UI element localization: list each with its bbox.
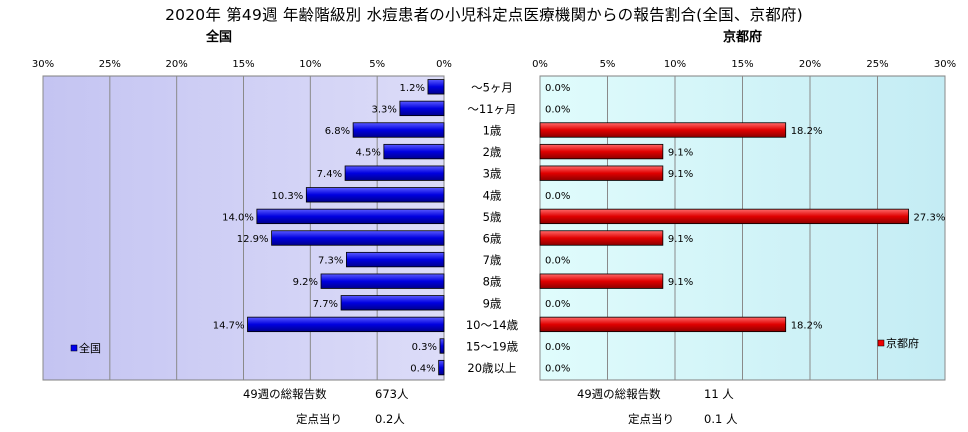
- kyoto-value-label: 0.0%: [545, 299, 570, 310]
- left-x-tick-label: 5%: [369, 59, 385, 70]
- nation-bar: [305, 187, 445, 203]
- nation-value-label: 0.4%: [410, 364, 435, 375]
- nation-total-reports-value: 673人: [375, 387, 409, 401]
- nation-bar: [247, 316, 445, 333]
- age-category-label: 1歳: [483, 124, 502, 138]
- nation-bar: [383, 143, 445, 160]
- kyoto-legend-label: 京都府: [886, 336, 919, 350]
- right-x-tick-label: 15%: [731, 59, 753, 70]
- nation-bar: [346, 251, 445, 268]
- kyoto-total-reports-value: 11 人: [704, 387, 734, 401]
- kyoto-value-label: 9.1%: [668, 234, 693, 245]
- nation-bar: [399, 100, 445, 117]
- age-category-label: 2歳: [483, 145, 502, 159]
- nation-value-label: 1.2%: [400, 83, 425, 94]
- age-category-label: 5歳: [483, 210, 502, 224]
- kyoto-value-label: 0.0%: [545, 364, 570, 375]
- age-category-label: ～11ヶ月: [467, 102, 516, 116]
- nation-per-sentinel-value: 0.2人: [375, 412, 405, 426]
- right-x-tick-label: 30%: [934, 59, 956, 70]
- kyoto-value-label: 27.3%: [914, 212, 946, 223]
- left-x-tick-label: 15%: [232, 59, 254, 70]
- age-category-label: 6歳: [483, 232, 502, 246]
- kyoto-bar: [539, 230, 664, 246]
- nation-value-label: 14.0%: [222, 212, 254, 223]
- right-x-tick-label: 0%: [532, 59, 548, 70]
- left-x-tick-label: 10%: [299, 59, 321, 70]
- nation-value-label: 7.7%: [313, 299, 338, 310]
- nation-value-label: 7.4%: [317, 169, 342, 180]
- kyoto-value-label: 18.2%: [791, 320, 823, 331]
- kyoto-bar: [539, 208, 909, 225]
- kyoto-bar: [539, 143, 664, 160]
- nation-bar: [427, 79, 445, 95]
- age-category-label: 8歳: [483, 275, 502, 289]
- kyoto-total-reports-label: 49週の総報告数: [577, 387, 661, 401]
- nation-value-label: 10.3%: [272, 191, 304, 202]
- right-x-tick-label: 20%: [799, 59, 821, 70]
- left-x-tick-label: 30%: [32, 59, 54, 70]
- kyoto-value-label: 9.1%: [668, 148, 693, 159]
- right-x-tick-label: 10%: [664, 59, 686, 70]
- nation-bar: [438, 359, 445, 376]
- kyoto-bar: [539, 122, 787, 138]
- nation-bar: [340, 295, 445, 311]
- kyoto-value-label: 18.2%: [791, 126, 823, 137]
- nation-per-sentinel-label: 定点当り: [296, 412, 342, 426]
- kyoto-value-label: 0.0%: [545, 256, 570, 267]
- nation-value-label: 0.3%: [412, 342, 437, 353]
- kyoto-per-sentinel-value: 0.1 人: [704, 412, 738, 426]
- nation-legend-swatch: [70, 344, 78, 352]
- nation-value-label: 3.3%: [371, 104, 396, 115]
- nation-total-reports-label: 49週の総報告数: [243, 387, 327, 401]
- nation-value-label: 14.7%: [213, 320, 245, 331]
- age-category-label: 9歳: [483, 296, 502, 310]
- nation-bar: [344, 165, 445, 181]
- kyoto-value-label: 0.0%: [545, 191, 570, 202]
- nation-value-label: 4.5%: [355, 148, 380, 159]
- age-category-label: 20歳以上: [467, 361, 516, 375]
- nation-value-label: 6.8%: [325, 126, 350, 137]
- age-category-label: ～5ヶ月: [471, 80, 513, 94]
- nation-value-label: 7.3%: [318, 256, 343, 267]
- left-chart-subtitle: 全国: [206, 30, 233, 45]
- age-category-label: 7歳: [483, 253, 502, 267]
- kyoto-bar: [539, 273, 664, 289]
- kyoto-bar: [539, 165, 664, 181]
- left-x-tick-label: 25%: [99, 59, 121, 70]
- kyoto-value-label: 0.0%: [545, 342, 570, 353]
- chart-title: 2020年 第49週 年齢階級別 水痘患者の小児科定点医療機関からの報告割合(全…: [165, 6, 803, 24]
- kyoto-value-label: 9.1%: [668, 169, 693, 180]
- kyoto-value-label: 0.0%: [545, 104, 570, 115]
- nation-bar: [256, 208, 445, 225]
- nation-value-label: 9.2%: [293, 277, 318, 288]
- age-category-label: 15～19歳: [466, 340, 519, 354]
- left-x-tick-label: 0%: [436, 59, 452, 70]
- nation-bar: [352, 122, 445, 138]
- kyoto-value-label: 9.1%: [668, 277, 693, 288]
- age-category-label: 10～14歳: [466, 318, 519, 332]
- kyoto-legend-swatch: [877, 339, 885, 347]
- age-category-label: 4歳: [483, 188, 502, 202]
- right-x-tick-label: 25%: [866, 59, 888, 70]
- right-x-tick-label: 5%: [600, 59, 616, 70]
- left-x-tick-label: 20%: [166, 59, 188, 70]
- age-category-label: 3歳: [483, 167, 502, 181]
- kyoto-per-sentinel-label: 定点当り: [628, 412, 674, 426]
- right-chart-subtitle: 京都府: [723, 30, 763, 45]
- nation-value-label: 12.9%: [237, 234, 269, 245]
- kyoto-value-label: 0.0%: [545, 83, 570, 94]
- kyoto-bar: [539, 316, 787, 333]
- nation-legend-label: 全国: [79, 341, 101, 355]
- nation-bar: [439, 338, 445, 354]
- nation-bar: [320, 273, 445, 289]
- nation-bar: [271, 230, 445, 246]
